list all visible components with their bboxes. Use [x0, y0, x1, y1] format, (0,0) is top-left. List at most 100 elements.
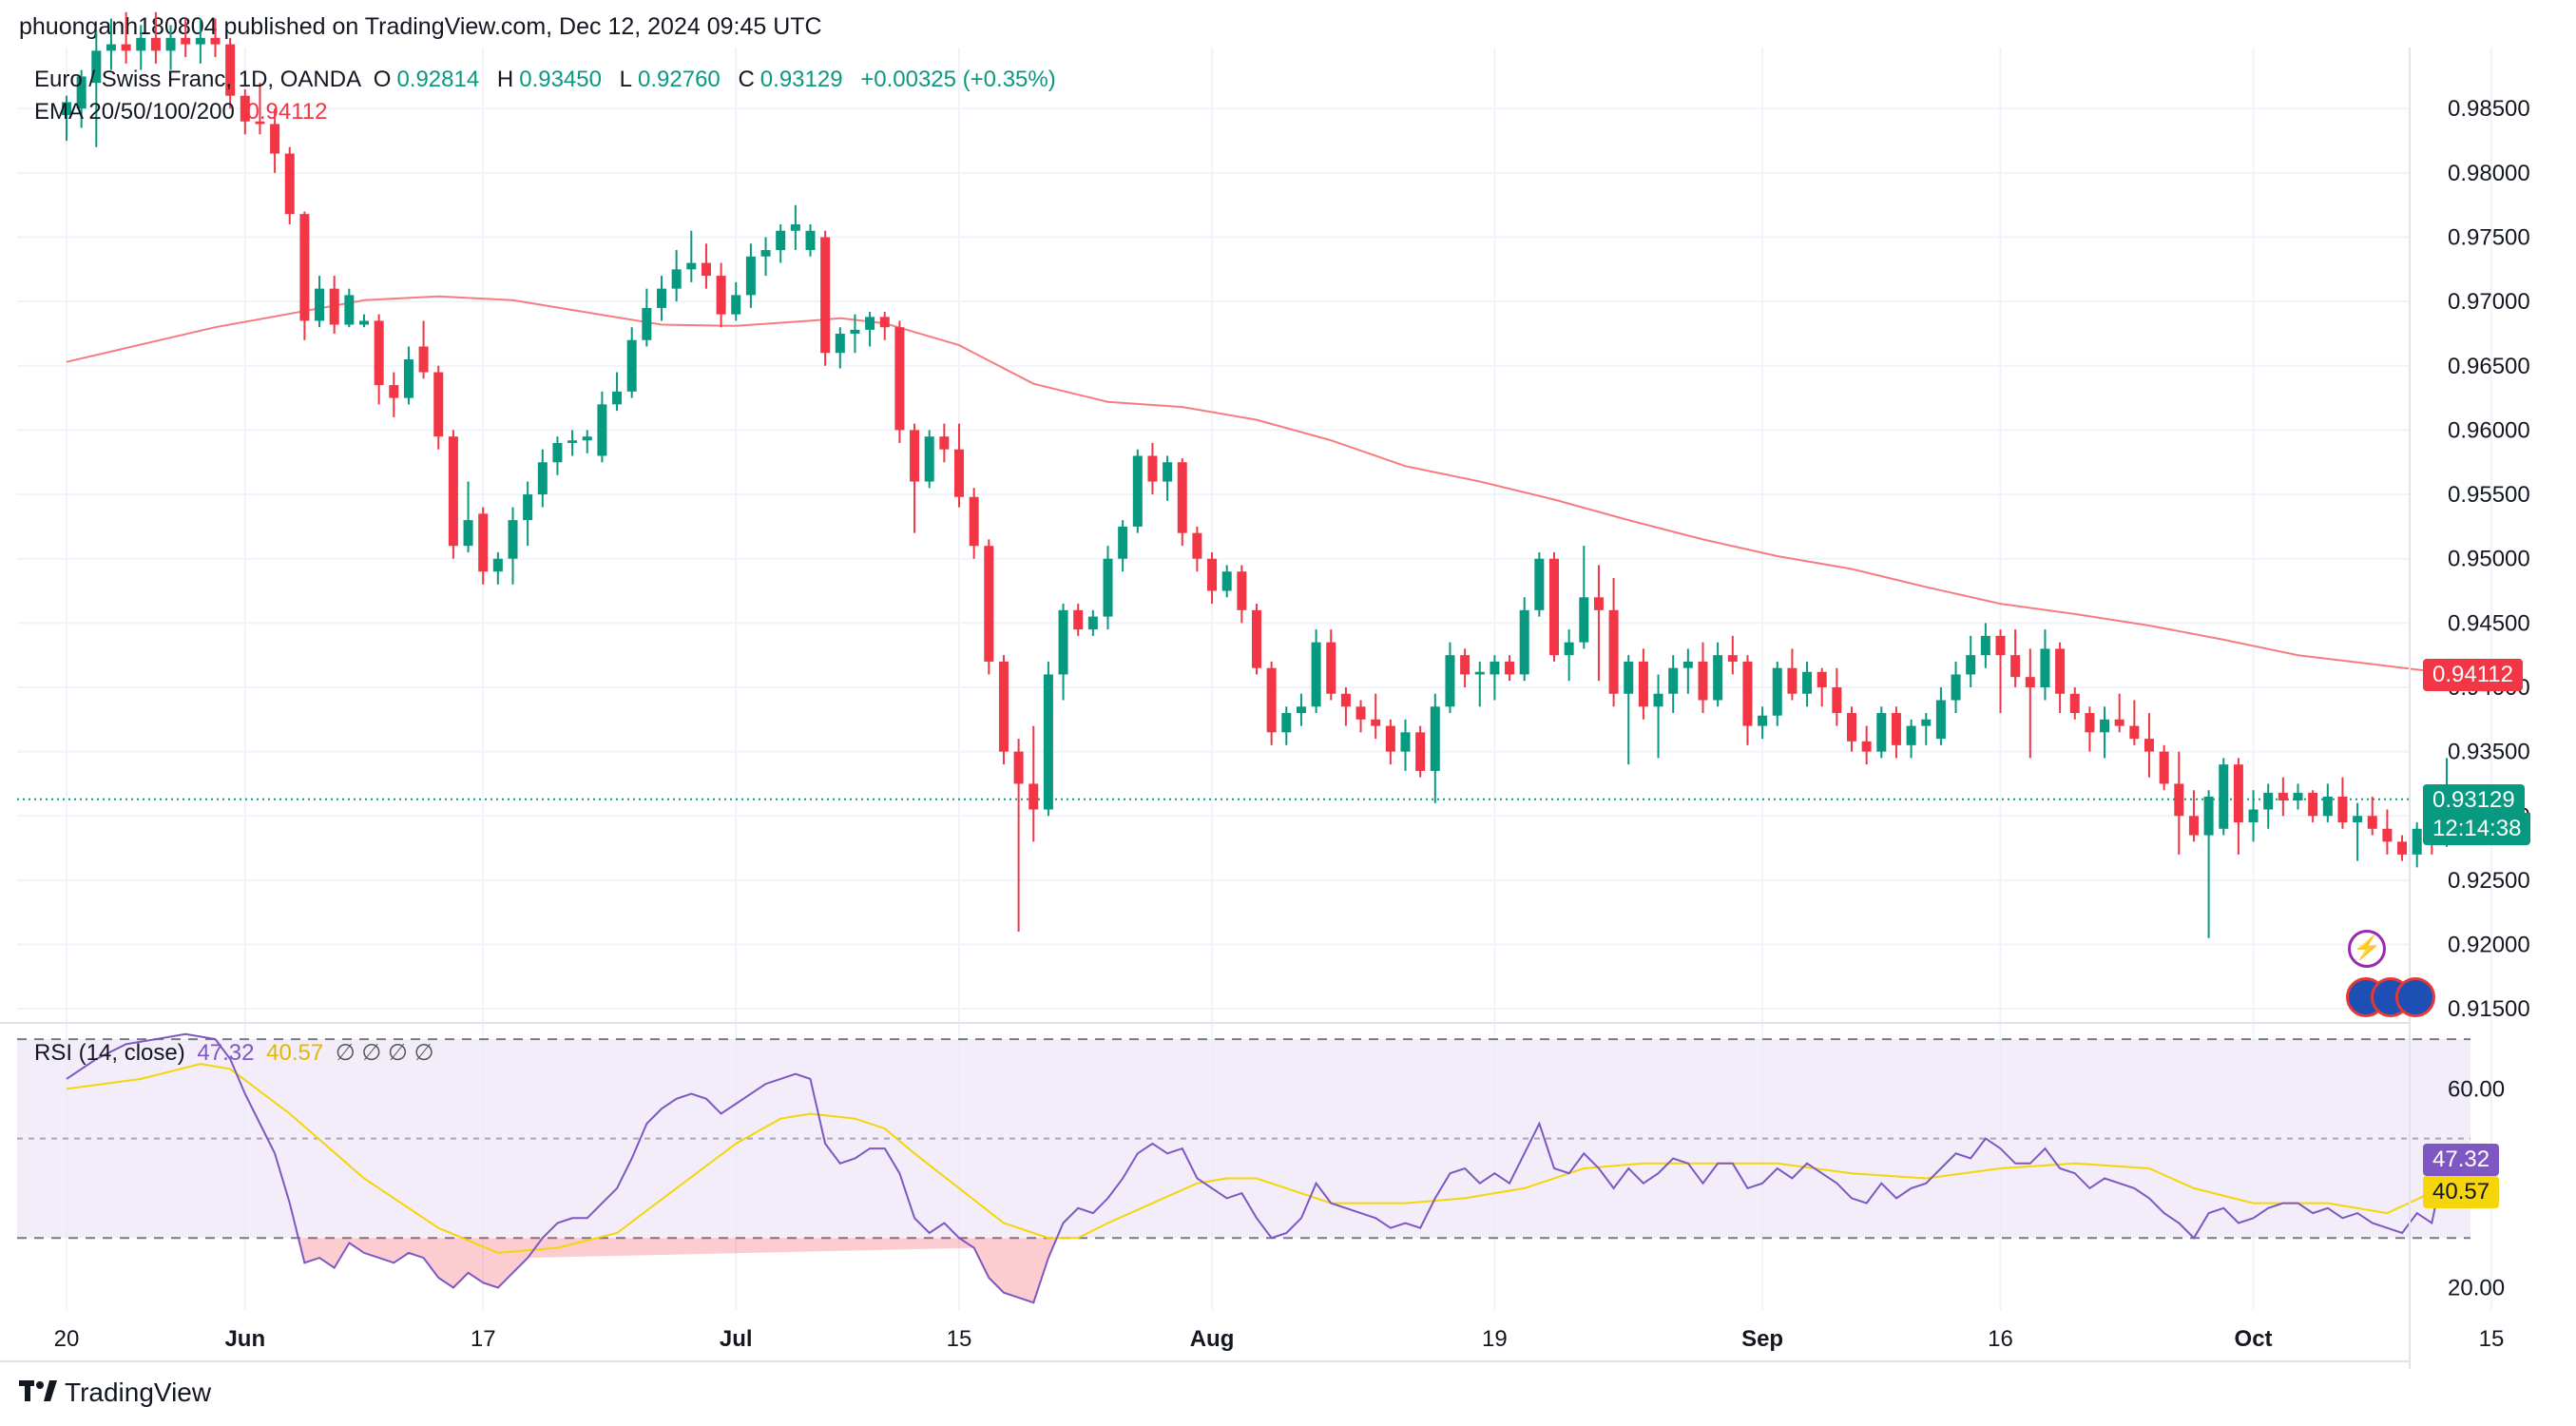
- candle: [1237, 565, 1247, 624]
- candle: [1980, 623, 1990, 668]
- candle-body: [745, 256, 756, 296]
- candle-body: [523, 494, 533, 521]
- candle-body: [1326, 642, 1336, 694]
- candle-body: [701, 262, 711, 277]
- candle-body: [2055, 648, 2066, 694]
- candle-body: [657, 288, 666, 308]
- candle: [1192, 526, 1202, 572]
- candle-body: [1103, 558, 1113, 617]
- x-tick-label: Aug: [1190, 1326, 1235, 1352]
- candle-body: [1891, 713, 1901, 745]
- candle: [1966, 635, 1976, 687]
- flag-icons[interactable]: [2346, 977, 2435, 1017]
- candle-body: [2069, 693, 2080, 714]
- candle-body: [225, 44, 236, 96]
- candle-body: [2188, 816, 2199, 836]
- candle: [1490, 655, 1500, 701]
- candle-body: [1549, 558, 1559, 656]
- candle: [403, 346, 413, 405]
- candle: [2308, 790, 2318, 823]
- candle-body: [2144, 739, 2154, 752]
- candle-body: [2233, 764, 2243, 823]
- candle: [1340, 686, 1351, 726]
- candle: [1266, 661, 1277, 745]
- low-value: 0.92760: [638, 67, 721, 92]
- candle-body: [1519, 609, 1529, 675]
- candle-body: [121, 44, 131, 51]
- candle: [2100, 706, 2110, 759]
- candle: [1177, 458, 1187, 547]
- candle-body: [642, 307, 652, 340]
- candle: [76, 69, 87, 128]
- ema-value: 0.94112: [246, 99, 328, 125]
- candle-body: [1371, 719, 1381, 726]
- candle-body: [1727, 655, 1738, 662]
- candle-body: [1043, 674, 1053, 810]
- candle: [969, 488, 979, 559]
- tradingview-logo[interactable]: TradingView: [19, 1377, 211, 1409]
- candle: [2040, 629, 2050, 701]
- candle-body: [1505, 661, 1515, 675]
- candle-body: [597, 404, 607, 456]
- rsi-legend: RSI (14, close) 47.32 40.57 ∅ ∅ ∅ ∅: [34, 1039, 440, 1067]
- candle: [1445, 642, 1455, 714]
- candle-body: [1340, 693, 1351, 707]
- y-tick-label: 0.91500: [2448, 996, 2530, 1022]
- ema-legend: EMA 20/50/100/200 0.94112: [34, 99, 334, 125]
- candle: [2144, 713, 2154, 778]
- candle: [344, 288, 355, 328]
- candle-body: [1624, 661, 1634, 694]
- candle: [1935, 686, 1946, 745]
- candle-body: [537, 462, 548, 495]
- candle-body: [1013, 751, 1024, 784]
- symbol-name[interactable]: Euro / Swiss Franc, 1D, OANDA: [34, 67, 362, 92]
- candle: [612, 372, 623, 412]
- candle-body: [181, 37, 191, 45]
- candle-body: [76, 76, 87, 109]
- y-tick-label: 0.93500: [2448, 740, 2530, 765]
- bolt-icon[interactable]: ⚡: [2348, 930, 2386, 968]
- candle: [165, 25, 176, 70]
- candle-body: [2278, 792, 2288, 801]
- candle-body: [954, 449, 964, 497]
- candle-body: [255, 121, 265, 125]
- candle: [329, 276, 339, 334]
- candle-body: [552, 442, 563, 463]
- candle: [537, 449, 548, 508]
- candle: [597, 391, 607, 463]
- candle: [389, 372, 399, 417]
- ema-label[interactable]: EMA 20/50/100/200: [34, 99, 235, 125]
- candle: [2293, 783, 2303, 810]
- symbol-legend: Euro / Swiss Franc, 1D, OANDA O 0.92814 H…: [34, 67, 1062, 93]
- y-tick-label: 0.96000: [2448, 417, 2530, 443]
- candle: [1415, 725, 1426, 778]
- candle-body: [939, 436, 950, 450]
- candle: [106, 18, 116, 70]
- candle-body: [612, 391, 623, 405]
- candle: [1103, 546, 1113, 630]
- rsi-label[interactable]: RSI (14, close): [34, 1040, 185, 1066]
- candle-body: [1742, 661, 1753, 726]
- candle-body: [1163, 462, 1173, 482]
- candle-body: [1281, 713, 1292, 733]
- candle: [1847, 706, 1856, 752]
- candle-body: [2040, 648, 2050, 687]
- candle-body: [1638, 661, 1648, 707]
- y-tick-label: 0.98000: [2448, 161, 2530, 186]
- candle-body: [1266, 667, 1277, 733]
- candle-body: [716, 276, 726, 315]
- candle: [2412, 822, 2422, 868]
- candle-body: [1861, 741, 1872, 752]
- candle: [1400, 719, 1411, 771]
- candle-body: [1713, 655, 1723, 701]
- candle-body: [1817, 671, 1827, 687]
- candle: [1638, 648, 1648, 720]
- open-value: 0.92814: [396, 67, 480, 92]
- candle-body: [1906, 725, 1916, 745]
- candle-body: [879, 317, 890, 328]
- candle-body: [508, 520, 518, 559]
- candle: [1058, 604, 1068, 701]
- candle-body: [1430, 706, 1440, 771]
- candle-body: [433, 372, 444, 437]
